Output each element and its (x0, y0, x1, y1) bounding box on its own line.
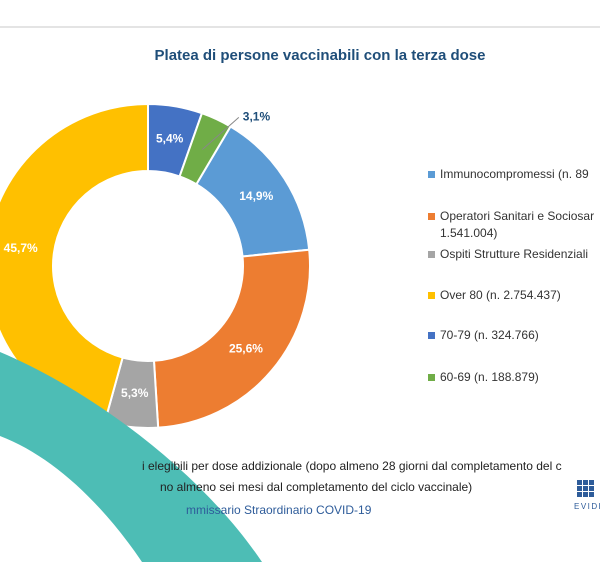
slice (0, 102, 149, 424)
legend-swatch (428, 292, 435, 299)
legend-swatch (428, 332, 435, 339)
data-label: 5,4% (156, 132, 184, 146)
data-label: 45,7% (4, 241, 38, 255)
legend-swatch (428, 213, 435, 220)
legend-label: 60-69 (n. 188.879) (440, 370, 539, 384)
data-label: 5,3% (121, 386, 149, 400)
decor-shape (0, 352, 262, 562)
legend-swatch (428, 374, 435, 381)
logo-icon (577, 480, 594, 497)
legend-swatch (428, 251, 435, 258)
slice (178, 111, 232, 186)
chart-title: Platea di persone vaccinabili con la ter… (155, 47, 486, 64)
legend-label: Ospiti Strutture Residenziali (440, 247, 589, 261)
data-label: 14,9% (239, 189, 273, 203)
note: i elegibili per dose addizionale (dopo a… (142, 459, 562, 473)
legend-label: Operatori Sanitari e Sociosar 1.541.004) (440, 209, 595, 240)
data-label: 25,6% (229, 341, 263, 355)
legend-swatch (428, 171, 435, 178)
slice (152, 248, 311, 429)
logo-text: EVIDE (574, 502, 600, 511)
legend-label: Immunocompromessi (n. 89 (440, 167, 589, 181)
legend-label: 70-79 (n. 324.766) (440, 328, 539, 342)
note: no almeno sei mesi dal completamento del… (160, 480, 473, 494)
leader-line (202, 117, 240, 150)
donut: 14,9% 25,6% 5,3% 45,7% 5,4% 3,1% (0, 102, 311, 429)
legend-label: Over 80 (n. 2.754.437) (440, 288, 561, 302)
data-label: 3,1% (243, 110, 271, 124)
source: mmissario Straordinario COVID-19 (186, 503, 372, 517)
